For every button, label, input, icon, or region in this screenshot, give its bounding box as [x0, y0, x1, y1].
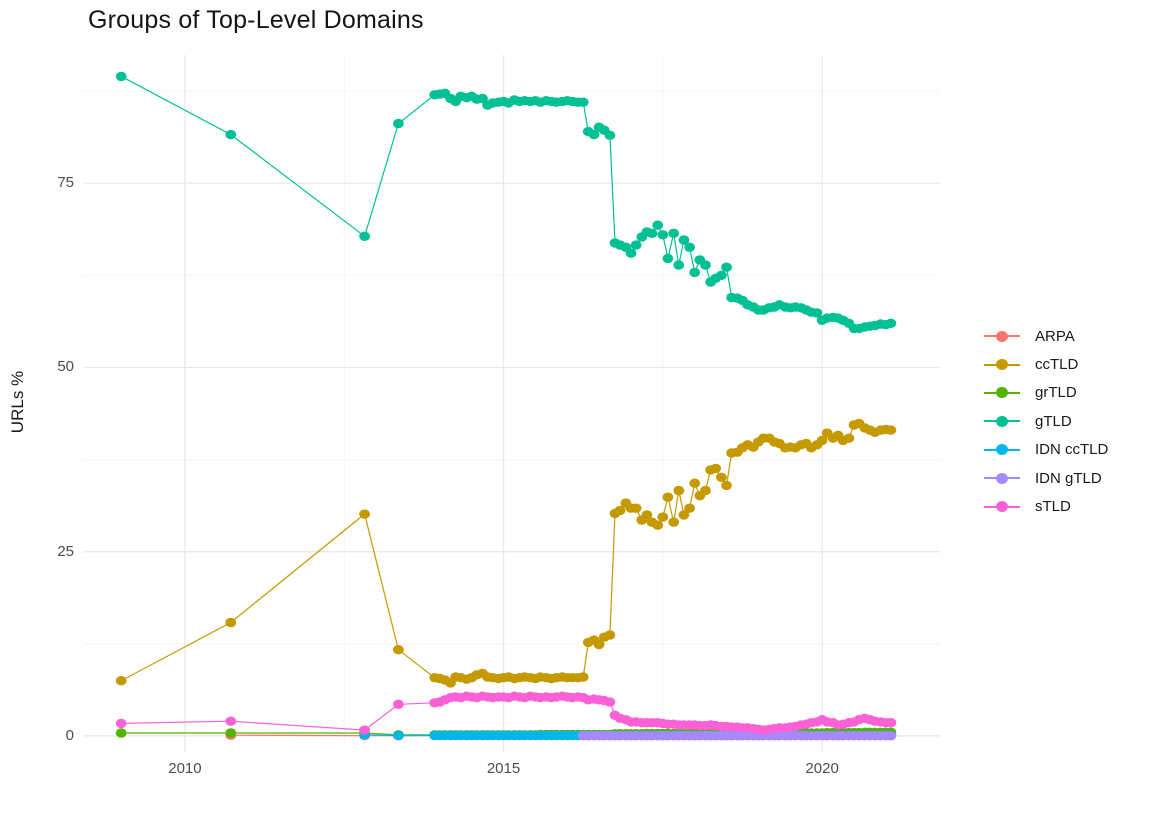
- legend: ARPA ccTLD grTLD gTLD IDN ccTLD IDN gTLD sTLD: [984, 322, 1108, 521]
- series-point-gtld: [662, 253, 674, 264]
- series-point-cctld: [225, 617, 237, 628]
- series-point-cctld: [359, 509, 370, 519]
- legend-item-cctld: ccTLD: [984, 350, 1108, 378]
- series-point-gtld: [577, 97, 589, 107]
- legend-item-label: ARPA: [1035, 327, 1075, 345]
- series-point-gtld: [885, 318, 897, 328]
- series-point-stld: [604, 697, 616, 707]
- legend-key-icon: [984, 358, 1020, 372]
- legend-key-dot: [996, 444, 1008, 456]
- legend-key-dot: [996, 415, 1008, 427]
- series-point-gtld: [673, 260, 685, 270]
- series-point-gtld: [721, 262, 732, 272]
- legend-key-icon: [984, 329, 1020, 343]
- series-point-cctld: [577, 672, 589, 682]
- series-point-cctld: [630, 503, 642, 513]
- legend-item-label: IDN ccTLD: [1035, 441, 1109, 459]
- legend-item-label: gTLD: [1035, 412, 1072, 430]
- series-point-cctld: [716, 472, 727, 482]
- legend-item-label: IDN gTLD: [1035, 469, 1102, 487]
- legend-item-label: sTLD: [1035, 498, 1071, 516]
- legend-key-icon: [984, 500, 1020, 514]
- series-point-stld: [885, 718, 897, 728]
- legend-item-label: ccTLD: [1035, 356, 1079, 374]
- series-point-cctld: [721, 480, 732, 491]
- series-point-gtld: [652, 220, 664, 230]
- series-point-cctld: [668, 517, 680, 527]
- y-tick-label: 25: [57, 542, 74, 560]
- series-point-cctld: [710, 463, 722, 474]
- series-point-gtld: [115, 71, 127, 82]
- x-tick-label: 2015: [486, 760, 521, 777]
- legend-item-gtld: gTLD: [984, 407, 1108, 435]
- series-point-cctld: [652, 520, 664, 530]
- series-point-cctld: [700, 485, 711, 496]
- legend-key-icon: [984, 414, 1020, 428]
- series-point-gtld: [716, 270, 727, 280]
- series-point-cctld: [662, 492, 674, 502]
- series-point-gtld: [630, 240, 642, 250]
- series-point-cctld: [641, 510, 653, 520]
- legend-key-icon: [984, 471, 1020, 485]
- series-point-cctld: [689, 478, 701, 488]
- series-point-cctld: [816, 435, 828, 446]
- series-point-cctld: [843, 433, 855, 443]
- y-tick-label: 75: [57, 174, 74, 192]
- series-point-gtld: [588, 129, 600, 140]
- legend-item-stld: sTLD: [984, 492, 1108, 520]
- series-point-gtld: [700, 260, 711, 270]
- series-point-gtld: [684, 242, 695, 252]
- series-point-gtld: [678, 235, 690, 245]
- legend-item-idn-cctld: IDN ccTLD: [984, 436, 1108, 464]
- legend-key-icon: [984, 443, 1020, 457]
- series-point-gtld: [689, 267, 701, 278]
- series-point-stld: [115, 718, 127, 729]
- series-point-stld: [225, 716, 237, 726]
- series-point-idn-gtld: [885, 731, 897, 741]
- legend-key-dot: [996, 387, 1008, 399]
- x-tick-label: 2010: [168, 760, 202, 777]
- series-point-gtld: [657, 230, 669, 240]
- series-point-stld: [393, 699, 404, 709]
- series-point-cctld: [678, 510, 690, 520]
- legend-item-arpa: ARPA: [984, 322, 1108, 350]
- legend-item-idn-gtld: IDN gTLD: [984, 464, 1108, 492]
- series-point-gtld: [359, 231, 370, 241]
- legend-key-dot: [996, 472, 1008, 484]
- series-point-cctld: [614, 505, 626, 516]
- y-tick-label: 50: [57, 358, 74, 376]
- series-point-gtld: [646, 228, 658, 238]
- series-point-cctld: [657, 512, 669, 522]
- legend-key-icon: [984, 386, 1020, 400]
- series-point-grtld: [225, 728, 237, 738]
- series-point-cctld: [593, 639, 605, 650]
- series-point-gtld: [604, 130, 616, 140]
- legend-key-dot: [996, 359, 1008, 371]
- y-tick-label: 0: [65, 726, 74, 744]
- series-point-grtld: [115, 728, 127, 738]
- chart-title: Groups of Top-Level Domains: [88, 6, 424, 34]
- series-point-stld: [359, 725, 370, 735]
- series-point-cctld: [885, 425, 897, 435]
- series-point-gtld: [668, 228, 680, 238]
- legend-key-dot: [996, 501, 1008, 513]
- series-point-cctld: [684, 503, 695, 513]
- legend-item-grtld: grTLD: [984, 379, 1108, 407]
- series-line-gtld: [120, 75, 892, 329]
- series-point-gtld: [225, 129, 237, 140]
- legend-item-label: grTLD: [1035, 384, 1077, 402]
- series-point-gtld: [477, 93, 488, 104]
- series-point-gtld: [811, 308, 823, 318]
- series-point-cctld: [393, 645, 404, 655]
- series-point-gtld: [625, 248, 637, 258]
- x-tick-label: 2020: [805, 760, 839, 777]
- series-point-idn-cctld: [393, 730, 404, 741]
- series-point-cctld: [673, 485, 685, 496]
- series-point-cctld: [604, 630, 616, 640]
- legend-key-dot: [996, 330, 1008, 342]
- series-point-gtld: [393, 118, 404, 129]
- series-point-cctld: [115, 676, 127, 686]
